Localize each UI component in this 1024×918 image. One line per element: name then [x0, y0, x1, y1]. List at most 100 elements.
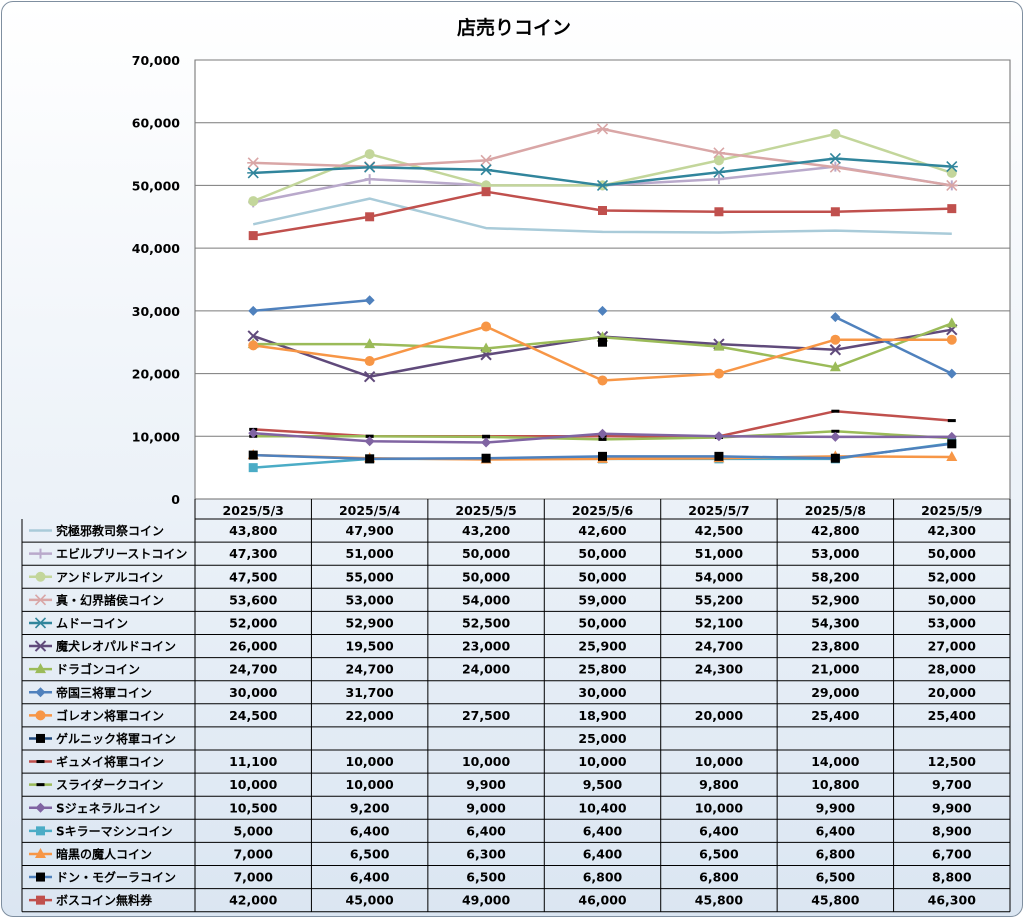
- data-label: 43,800: [229, 523, 278, 538]
- data-point: [248, 196, 259, 207]
- data-label: 6,800: [583, 870, 623, 885]
- y-tick-label: 60,000: [132, 116, 181, 131]
- data-point: [364, 338, 376, 349]
- data-point: [946, 368, 957, 379]
- data-label: 9,200: [350, 800, 390, 815]
- data-label: 52,000: [229, 615, 278, 630]
- data-point: [713, 368, 724, 379]
- data-label: 24,700: [695, 639, 744, 654]
- data-label: 6,300: [466, 846, 506, 861]
- x-tick-label: 2025/5/4: [339, 503, 401, 518]
- data-label: 6,400: [816, 823, 856, 838]
- data-point: [714, 207, 724, 217]
- data-point: [36, 783, 45, 787]
- data-label: 10,000: [462, 754, 511, 769]
- data-label: 6,400: [350, 870, 390, 885]
- data-label: 6,500: [816, 870, 856, 885]
- x-tick-label: 2025/5/7: [688, 503, 749, 518]
- data-label: 50,000: [928, 592, 977, 607]
- legend-label: ムドーコイン: [56, 616, 128, 630]
- x-tick-label: 2025/5/9: [921, 503, 982, 518]
- data-point: [830, 312, 841, 323]
- data-label: 50,000: [578, 569, 627, 584]
- data-point: [946, 334, 957, 345]
- data-label: 24,500: [229, 708, 278, 723]
- data-label: 47,900: [346, 523, 395, 538]
- data-label: 6,700: [932, 846, 972, 861]
- series-line: [248, 295, 957, 379]
- data-label: 10,000: [346, 777, 395, 792]
- data-label: 6,500: [466, 870, 506, 885]
- data-label: 50,000: [578, 615, 627, 630]
- legend-key: [29, 802, 52, 813]
- legend-key: [29, 548, 52, 559]
- series-lines: [247, 123, 958, 473]
- data-point: [830, 129, 841, 140]
- data-point: [481, 437, 492, 448]
- x-tick-label: 2025/5/8: [805, 503, 866, 518]
- legend-label: アンドレアルコイン: [56, 570, 163, 584]
- data-label: 30,000: [578, 685, 627, 700]
- data-point: [36, 733, 45, 743]
- data-point: [946, 317, 958, 328]
- data-point: [364, 174, 375, 185]
- data-point: [365, 454, 375, 464]
- data-point: [712, 147, 725, 159]
- data-label: 6,800: [699, 870, 739, 885]
- data-label: 53,000: [346, 592, 395, 607]
- data-label: 42,600: [578, 523, 627, 538]
- data-label: 50,000: [462, 546, 511, 561]
- legend-label: ゲルニック将軍コイン: [56, 731, 176, 746]
- data-label: 12,500: [928, 754, 977, 769]
- data-label: 9,500: [583, 777, 623, 792]
- data-label: 59,000: [578, 592, 627, 607]
- data-point: [946, 450, 958, 461]
- data-label: 43,200: [462, 523, 511, 538]
- series-line: [248, 187, 957, 241]
- data-label: 52,100: [695, 615, 744, 630]
- data-label: 26,000: [229, 639, 278, 654]
- data-point: [830, 207, 840, 217]
- x-tick-label: 2025/5/3: [223, 503, 284, 518]
- data-label: 42,300: [928, 523, 977, 538]
- data-label: 52,500: [462, 615, 511, 630]
- series-line: [598, 337, 607, 347]
- data-label: 22,000: [346, 708, 395, 723]
- data-point: [713, 431, 724, 442]
- data-label: 42,000: [229, 893, 278, 908]
- data-point: [596, 123, 609, 135]
- data-point: [34, 640, 47, 652]
- data-point: [598, 437, 607, 441]
- data-label: 47,500: [229, 569, 278, 584]
- data-point: [829, 161, 842, 173]
- x-tick-label: 2025/5/5: [455, 503, 516, 518]
- data-label: 27,500: [462, 708, 511, 723]
- legend-label: ゴレオン将軍コイン: [56, 708, 164, 723]
- data-point: [830, 431, 841, 442]
- y-tick-label: 0: [171, 492, 180, 507]
- series-path: [834, 316, 953, 375]
- data-point: [831, 429, 840, 433]
- data-label: 25,800: [578, 662, 627, 677]
- data-label: 11,100: [229, 754, 278, 769]
- legend-label: ギュメイ将軍コイン: [56, 754, 164, 769]
- data-point: [480, 164, 493, 176]
- legend-key: [29, 617, 52, 629]
- y-tick-label: 50,000: [132, 178, 181, 193]
- data-label: 9,700: [932, 777, 972, 792]
- legend-key: [29, 663, 52, 674]
- data-point: [946, 167, 957, 178]
- data-label: 6,500: [699, 846, 739, 861]
- legend-label: スライダークコイン: [56, 777, 164, 792]
- data-label: 45,800: [811, 893, 860, 908]
- legend-label: 帝国三将軍コイン: [56, 685, 152, 700]
- data-label: 50,000: [578, 546, 627, 561]
- data-label: 46,000: [578, 893, 627, 908]
- legend-label: 究極邪教司祭コイン: [56, 523, 164, 538]
- data-label: 24,700: [346, 662, 395, 677]
- data-label: 6,400: [583, 846, 623, 861]
- data-point: [829, 152, 842, 165]
- data-label: 9,000: [466, 800, 506, 815]
- legend-label: Sジェネラルコイン: [56, 801, 160, 815]
